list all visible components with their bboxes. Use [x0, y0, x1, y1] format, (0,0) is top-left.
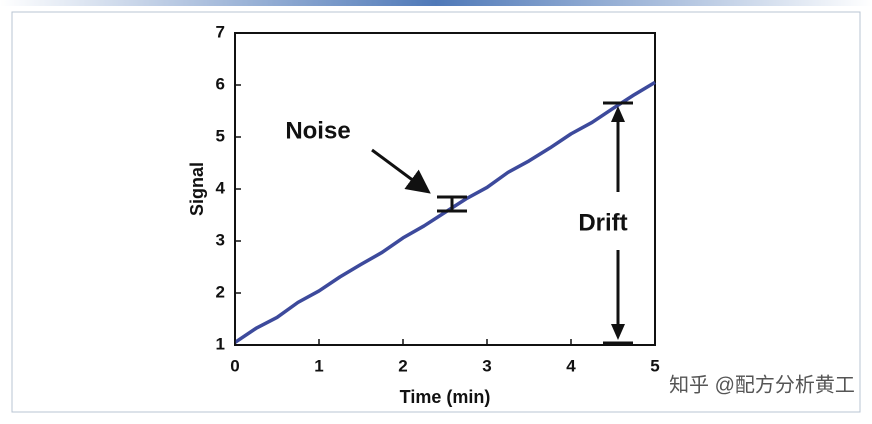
y-tick-label: 6	[216, 74, 225, 93]
x-tick-label: 4	[566, 356, 576, 375]
watermark: 知乎 @配方分析黄工	[669, 373, 855, 396]
y-tick-label: 4	[216, 178, 226, 197]
drift-bracket	[603, 101, 633, 345]
noise-label: Noise	[285, 117, 350, 144]
drift-label-bg	[568, 206, 638, 240]
noise-bracket	[437, 195, 467, 213]
y-tick-label: 2	[216, 282, 225, 301]
x-tick-label: 2	[398, 356, 407, 375]
y-tick-label: 1	[216, 334, 225, 353]
drift-label: Drift	[578, 209, 627, 236]
x-tick-label: 1	[314, 356, 323, 375]
x-tick-label: 3	[482, 356, 491, 375]
y-tick-label: 5	[216, 126, 225, 145]
x-axis-label: Time (min)	[400, 387, 491, 407]
frame	[11, 11, 861, 413]
noise-arrow	[371, 148, 431, 194]
y-tick-label: 3	[216, 230, 225, 249]
x-tick-label: 5	[650, 356, 659, 375]
y-tick-label: 7	[216, 22, 225, 41]
x-tick-label: 0	[230, 356, 239, 375]
plot-area	[234, 32, 656, 346]
y-axis-label: Signal	[187, 162, 207, 216]
top-bar	[0, 0, 872, 6]
